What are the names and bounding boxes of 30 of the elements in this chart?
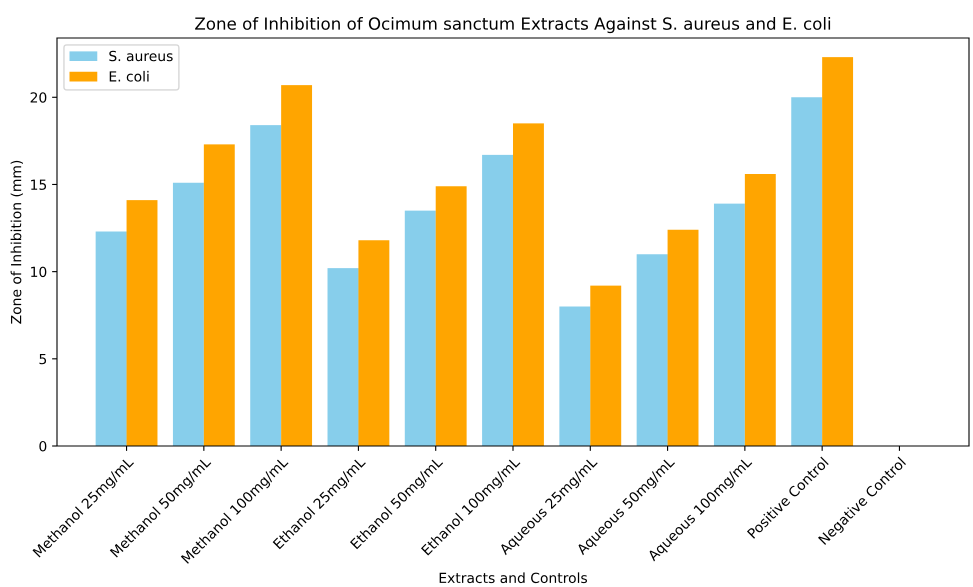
- bar: [559, 306, 590, 446]
- bar: [404, 210, 436, 446]
- bar: [328, 268, 358, 446]
- legend-label: S. aureus: [109, 50, 173, 62]
- bar: [590, 286, 622, 446]
- y-tick-label: 0: [39, 440, 46, 452]
- y-tick-label: 10: [31, 266, 46, 278]
- bar: [172, 182, 204, 446]
- bar: [204, 144, 235, 446]
- bar: [822, 57, 854, 446]
- y-tick-label: 20: [30, 92, 46, 103]
- bar: [358, 240, 390, 446]
- bar: [436, 186, 467, 446]
- chart-title: Zone of Inhibition of Ocimum sanctum Extracts Against S. aureus and E. coli: [195, 17, 830, 34]
- bar: [668, 230, 698, 446]
- x-axis-title: Extracts and Controls: [440, 572, 588, 584]
- bar: [482, 154, 513, 446]
- y-axis-title: Zone of Inhibition (mm): [10, 160, 23, 324]
- bar: [714, 204, 745, 446]
- y-tick-label: 15: [31, 180, 46, 190]
- bar: [250, 125, 282, 446]
- bar: [281, 85, 312, 446]
- bar: [513, 123, 544, 446]
- bar: [96, 232, 127, 446]
- bar: [744, 174, 776, 446]
- y-tick-label: 5: [40, 354, 46, 364]
- bar: [636, 254, 668, 446]
- legend-label: E. coli: [110, 70, 149, 82]
- bar: [126, 200, 158, 446]
- bar: [791, 97, 822, 446]
